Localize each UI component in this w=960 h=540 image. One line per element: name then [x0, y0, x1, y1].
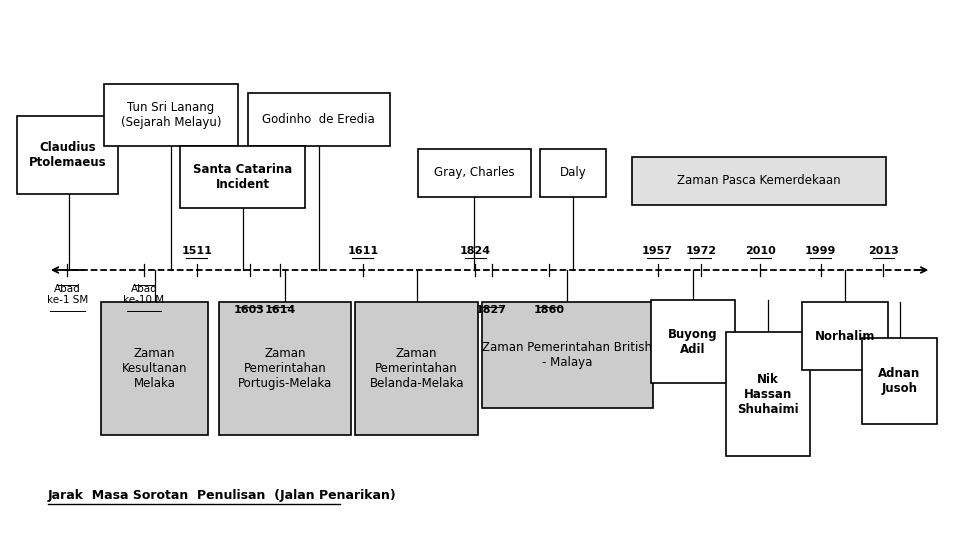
Bar [418, 148, 531, 197]
Bar [482, 302, 653, 408]
Text: 1511: 1511 [181, 246, 212, 256]
Text: 1614: 1614 [265, 305, 296, 315]
Text: Tun Sri Lanang
(Sejarah Melayu): Tun Sri Lanang (Sejarah Melayu) [121, 101, 221, 129]
Text: Daly: Daly [560, 166, 587, 179]
Text: 1957: 1957 [642, 246, 673, 256]
Text: Claudius
Ptolemaeus: Claudius Ptolemaeus [29, 141, 107, 169]
Text: Abad
ke-1 SM: Abad ke-1 SM [47, 284, 87, 305]
Bar [219, 302, 351, 435]
Text: Jarak  Masa Sorotan  Penulisan  (Jalan Penarikan): Jarak Masa Sorotan Penulisan (Jalan Pena… [48, 489, 396, 502]
Text: Gray, Charles: Gray, Charles [434, 166, 515, 179]
Bar [248, 93, 390, 146]
Bar [651, 300, 735, 383]
Text: 2013: 2013 [868, 246, 899, 256]
Text: 1999: 1999 [805, 246, 836, 256]
Text: Zaman Pemerintahan British
- Malaya: Zaman Pemerintahan British - Malaya [482, 341, 653, 369]
Bar [862, 338, 937, 424]
Bar [726, 332, 810, 456]
Text: Norhalim: Norhalim [815, 329, 875, 343]
Bar [104, 84, 238, 146]
Text: Nik
Hassan
Shuhaimi: Nik Hassan Shuhaimi [737, 373, 799, 416]
Text: 1603: 1603 [234, 305, 265, 315]
Text: Abad
ke-10 M: Abad ke-10 M [124, 284, 164, 305]
Text: 2010: 2010 [745, 246, 776, 256]
Text: Zaman
Pemerintahan
Portugis-Melaka: Zaman Pemerintahan Portugis-Melaka [238, 347, 332, 390]
Text: 1860: 1860 [534, 305, 564, 315]
Bar [802, 302, 888, 370]
Bar [632, 157, 886, 205]
Text: 1972: 1972 [685, 246, 716, 256]
Bar [355, 302, 478, 435]
Text: Buyong
Adil: Buyong Adil [668, 328, 718, 355]
Text: Godinho  de Eredia: Godinho de Eredia [262, 113, 375, 126]
Bar [101, 302, 208, 435]
Text: 1824: 1824 [460, 246, 491, 256]
Text: Zaman Pasca Kemerdekaan: Zaman Pasca Kemerdekaan [677, 174, 841, 187]
Text: 1827: 1827 [476, 305, 507, 315]
Bar [180, 146, 305, 208]
Text: Zaman
Kesultanan
Melaka: Zaman Kesultanan Melaka [122, 347, 187, 390]
Text: 1611: 1611 [348, 246, 378, 256]
Text: Adnan
Jusoh: Adnan Jusoh [878, 367, 921, 395]
Bar [17, 116, 118, 194]
Text: Santa Catarina
Incident: Santa Catarina Incident [193, 163, 293, 191]
Bar [540, 148, 606, 197]
Text: Zaman
Pemerintahan
Belanda-Melaka: Zaman Pemerintahan Belanda-Melaka [370, 347, 464, 390]
